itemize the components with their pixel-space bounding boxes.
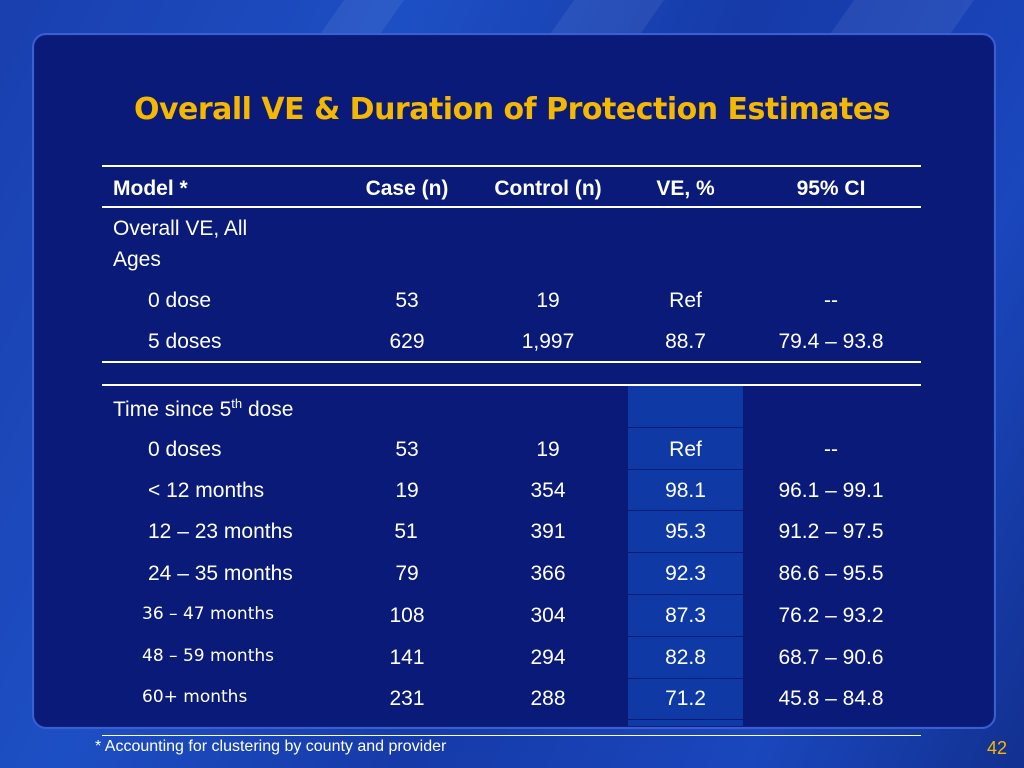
- ci-value: 91.2 – 97.5: [778, 520, 884, 543]
- header-case: Case (n): [365, 177, 449, 200]
- case-value: 141: [389, 646, 425, 669]
- row-label: 5 doses: [148, 330, 222, 353]
- row-divider: [628, 552, 743, 553]
- control-value: 354: [530, 479, 566, 502]
- section2-label: Time since 5th dose: [113, 396, 294, 421]
- row-divider: [628, 678, 743, 679]
- control-value: 304: [530, 604, 566, 627]
- case-value: 53: [395, 289, 419, 312]
- ve-value: 95.3: [665, 520, 706, 543]
- ve-value: Ref: [669, 289, 702, 312]
- row-label: 36 – 47 months: [142, 604, 275, 624]
- control-value: 366: [530, 562, 566, 585]
- ci-value: 76.2 – 93.2: [778, 604, 884, 627]
- section1-label: Overall VE, All: [113, 217, 248, 240]
- case-value: 231: [389, 687, 425, 710]
- case-value: 53: [395, 438, 419, 461]
- case-value: 19: [395, 479, 419, 502]
- header-model: Model *: [113, 177, 188, 200]
- ci-value: 96.1 – 99.1: [778, 479, 884, 502]
- row-divider: [628, 469, 743, 470]
- control-value: 19: [536, 438, 560, 461]
- table-bottom-rule: [102, 735, 921, 736]
- section1-label: Ages: [113, 248, 161, 271]
- row-label: 0 dose: [148, 289, 212, 312]
- footnote: * Accounting for clustering by county an…: [95, 738, 447, 755]
- ve-value: 87.3: [665, 604, 706, 627]
- ve-value: Ref: [669, 438, 702, 461]
- row-divider: [628, 510, 743, 511]
- ci-value: 68.7 – 90.6: [778, 646, 884, 669]
- row-label: 60+ months: [142, 687, 248, 707]
- page-number: 42: [986, 738, 1007, 758]
- ve-value: 82.8: [665, 646, 706, 669]
- control-value: 1,997: [521, 330, 575, 353]
- control-value: 294: [530, 646, 566, 669]
- ci-value: --: [824, 438, 838, 461]
- case-value: 629: [389, 330, 425, 353]
- case-value: 108: [389, 604, 425, 627]
- row-divider: [628, 636, 743, 637]
- row-label: 0 doses: [148, 438, 222, 461]
- header-ve: VE, %: [656, 177, 715, 200]
- content-panel: [32, 33, 996, 729]
- row-label: < 12 months: [148, 479, 265, 502]
- row-label: 12 – 23 months: [148, 520, 293, 543]
- control-value: 19: [536, 289, 560, 312]
- ve-value: 71.2: [665, 687, 706, 710]
- control-value: 288: [530, 687, 566, 710]
- header-ci: 95% CI: [796, 177, 866, 200]
- section1-bottom-rule: [102, 361, 921, 363]
- slide-title: Overall VE & Duration of Protection Esti…: [133, 92, 891, 127]
- ci-value: 79.4 – 93.8: [778, 330, 884, 353]
- row-label: 24 – 35 months: [148, 562, 293, 585]
- row-label: 48 – 59 months: [142, 646, 275, 666]
- control-value: 391: [530, 520, 566, 543]
- ve-column-highlight: [628, 386, 743, 726]
- row-divider: [628, 427, 743, 428]
- case-value: 51: [394, 520, 418, 543]
- table-top-rule: [102, 165, 921, 167]
- ve-value: 98.1: [665, 479, 706, 502]
- header-control: Control (n): [494, 177, 602, 200]
- section2-top-rule: [102, 384, 921, 386]
- row-divider: [628, 719, 743, 720]
- ve-value: 88.7: [665, 330, 706, 353]
- header-bottom-rule: [102, 206, 921, 208]
- ve-value: 92.3: [665, 562, 706, 585]
- ci-value: 86.6 – 95.5: [778, 562, 884, 585]
- ci-value: --: [824, 289, 838, 312]
- case-value: 79: [395, 562, 419, 585]
- ci-value: 45.8 – 84.8: [778, 687, 884, 710]
- row-divider: [628, 594, 743, 595]
